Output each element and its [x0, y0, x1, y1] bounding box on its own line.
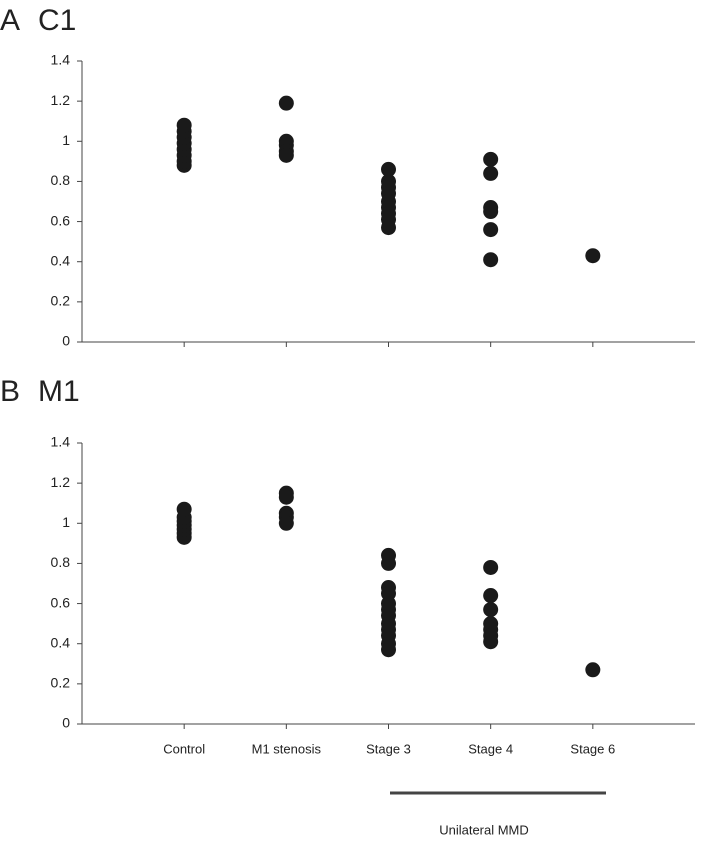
dot	[278, 147, 294, 163]
panel-label: A	[0, 4, 20, 37]
y-tick-label: 0.2	[51, 675, 71, 691]
panel-label: B	[0, 375, 20, 408]
dot	[483, 634, 499, 650]
dot	[585, 248, 601, 264]
dot	[278, 489, 294, 505]
x-tick-label: Control	[163, 741, 205, 756]
y-tick-label: 0.6	[51, 594, 71, 610]
y-tick-label: 1	[62, 514, 70, 530]
x-tick-label: M1 stenosis	[252, 741, 322, 756]
dot	[381, 220, 396, 236]
x-tick-label: Stage 6	[570, 741, 615, 756]
dot	[483, 222, 499, 238]
dot	[278, 95, 294, 111]
dot	[176, 501, 192, 517]
y-tick-label: 0	[62, 333, 70, 349]
y-tick-label: 1.4	[51, 52, 71, 68]
dot	[483, 588, 499, 604]
dot	[483, 602, 499, 618]
dot	[381, 161, 396, 177]
dot	[381, 555, 396, 571]
dot	[176, 117, 192, 133]
dot	[483, 151, 499, 167]
y-tick-label: 0.4	[51, 634, 71, 650]
y-tick-label: 0.8	[51, 554, 71, 570]
y-tick-label: 0.6	[51, 212, 71, 228]
dot	[585, 662, 601, 678]
dot	[381, 642, 396, 658]
y-tick-label: 0.2	[51, 293, 71, 309]
dot	[483, 252, 499, 268]
dot	[278, 515, 294, 531]
y-tick-label: 1	[62, 132, 70, 148]
x-tick-label: Stage 4	[468, 741, 513, 756]
y-tick-label: 1.2	[51, 92, 71, 108]
y-tick-label: 0.8	[51, 172, 71, 188]
x-tick-label: Stage 3	[366, 741, 411, 756]
annotation: Unilateral MMD	[439, 822, 529, 837]
chart-title: M1	[38, 375, 80, 408]
chart-title: C1	[38, 4, 76, 37]
y-tick-label: 0.4	[51, 252, 71, 268]
dot	[483, 559, 499, 575]
y-tick-label: 0	[62, 715, 70, 731]
y-tick-label: 1.2	[51, 474, 71, 490]
y-tick-label: 1.4	[51, 434, 71, 450]
dot	[483, 165, 499, 181]
dot	[483, 204, 499, 220]
